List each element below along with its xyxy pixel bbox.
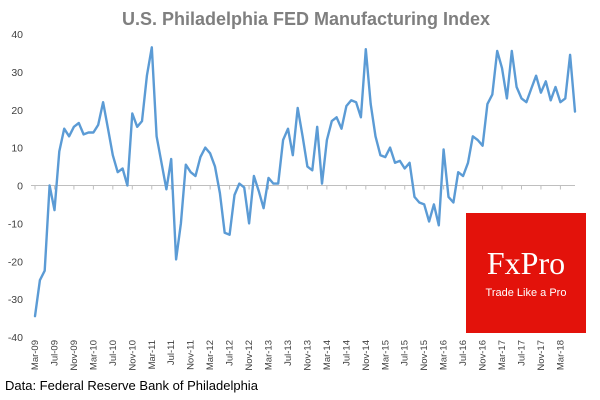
logo-brand-name: FxPro (486, 245, 566, 281)
x-tick-label: Mar-15 (380, 340, 391, 370)
logo-tagline: Trade Like a Pro (485, 287, 567, 299)
x-tick-label: Mar-10 (88, 340, 99, 370)
data-series (33, 46, 577, 318)
x-tick-label: Nov-17 (536, 340, 547, 371)
x-tick-label: Mar-12 (205, 340, 216, 370)
x-tick-label: Nov-16 (478, 340, 489, 371)
y-tick-label: 20 (11, 105, 23, 117)
x-tick-label: Mar-14 (322, 340, 333, 370)
y-tick-label: 0 (17, 181, 23, 193)
y-tick-label: -40 (8, 332, 23, 344)
x-tick-label: Jul-13 (283, 340, 294, 366)
x-tick-label: Nov-11 (186, 340, 197, 370)
y-axis: 40 30 20 10 0 -10 -20 -30 -40 (8, 29, 23, 344)
x-tick-label: Mar-11 (147, 340, 158, 369)
x-tick-label: Mar-18 (555, 340, 566, 370)
x-tick-label: Mar-09 (30, 340, 41, 370)
x-tick-label: Jul-17 (516, 340, 527, 366)
x-tick-label: Mar-16 (439, 340, 450, 370)
x-tick-label: Jul-09 (49, 340, 60, 366)
chart-title: U.S. Philadelphia FED Manufacturing Inde… (122, 9, 490, 29)
x-tick-label: Nov-09 (69, 340, 80, 371)
series-line (33, 46, 577, 318)
x-tick-label: Nov-12 (244, 340, 255, 371)
x-tick-label: Nov-10 (127, 340, 138, 371)
x-tick-label: Nov-14 (361, 340, 372, 371)
y-tick-label: -30 (8, 294, 23, 306)
x-tick-label: Jul-14 (341, 340, 352, 366)
x-tick-label: Mar-17 (497, 340, 508, 370)
x-tick-label: Jul-10 (108, 340, 119, 366)
y-tick-label: -20 (8, 256, 23, 268)
x-tick-label: Jul-12 (225, 340, 236, 366)
y-tick-label: 40 (11, 29, 23, 41)
y-tick-label: 30 (11, 67, 23, 79)
x-tick-label: Jul-15 (400, 340, 411, 366)
x-tick-label: Mar-13 (264, 340, 275, 370)
y-tick-label: 10 (11, 143, 23, 155)
x-tick-label: Nov-13 (302, 340, 313, 371)
data-source-note: Data: Federal Reserve Bank of Philadelph… (5, 378, 258, 393)
x-tick-label: Jul-16 (458, 340, 469, 366)
x-tick-label: Jul-11 (166, 340, 177, 365)
x-axis: Mar-09 Jul-09 Nov-09 Mar-10 Jul-10 Nov-10 Mar-… (30, 185, 575, 371)
x-tick-label: Nov-15 (419, 340, 430, 371)
fxpro-logo: FxPro Trade Like a Pro (466, 213, 586, 333)
y-tick-label: -10 (8, 218, 23, 230)
